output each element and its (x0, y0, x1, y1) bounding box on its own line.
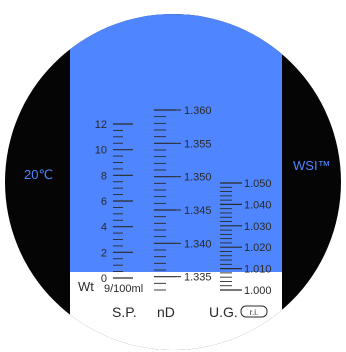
nd-scale-labels: 1.360 1.355 1.350 1.345 1.340 1.335 (184, 105, 212, 284)
ug-tick-label: 1.010 (244, 264, 272, 276)
nd-tick-label: 1.340 (184, 238, 212, 250)
wt-tick-label: 6 (101, 196, 107, 208)
ug-tick-label: 1.050 (244, 178, 272, 190)
wt-scale-labels: 12 10 8 6 4 2 0 (95, 119, 107, 285)
nd-scale-ticks (154, 109, 181, 291)
wt-unit: 9/100ml (104, 283, 143, 295)
wt-name: Wt (78, 279, 94, 294)
wt-scale-ticks (113, 123, 133, 279)
nd-tick-label: 1.360 (184, 105, 212, 117)
wt-tick-label: 10 (95, 145, 107, 157)
wt-tick-label: 0 (101, 273, 107, 285)
ug-tick-label: 1.030 (244, 221, 272, 233)
ri-badge-text: r.i. (250, 308, 258, 317)
wt-tick-label: 2 (101, 247, 107, 259)
nd-tick-label: 1.345 (184, 205, 212, 217)
ug-scale-ticks (220, 182, 242, 291)
wt-tick-label: 4 (101, 222, 107, 234)
wt-tick-label: 12 (95, 119, 107, 131)
nd-name: nD (157, 304, 175, 320)
ug-tick-label: 1.040 (244, 199, 272, 211)
ri-badge-box (240, 305, 268, 318)
wt-tick-label: 8 (101, 170, 107, 182)
nd-tick-label: 1.355 (184, 138, 212, 150)
nd-tick-label: 1.335 (184, 272, 212, 284)
ug-tick-label: 1.020 (244, 242, 272, 254)
ug-scale-labels: 1.050 1.040 1.030 1.020 1.010 1.000 (244, 178, 272, 297)
ug-name: U.G. (209, 304, 238, 320)
temperature-label: 20℃ (24, 167, 53, 182)
brand-label: WSI™ (293, 158, 331, 173)
ug-tick-label: 1.000 (244, 285, 272, 297)
nd-tick-label: 1.350 (184, 172, 212, 184)
sp-name: S.P. (112, 304, 137, 320)
